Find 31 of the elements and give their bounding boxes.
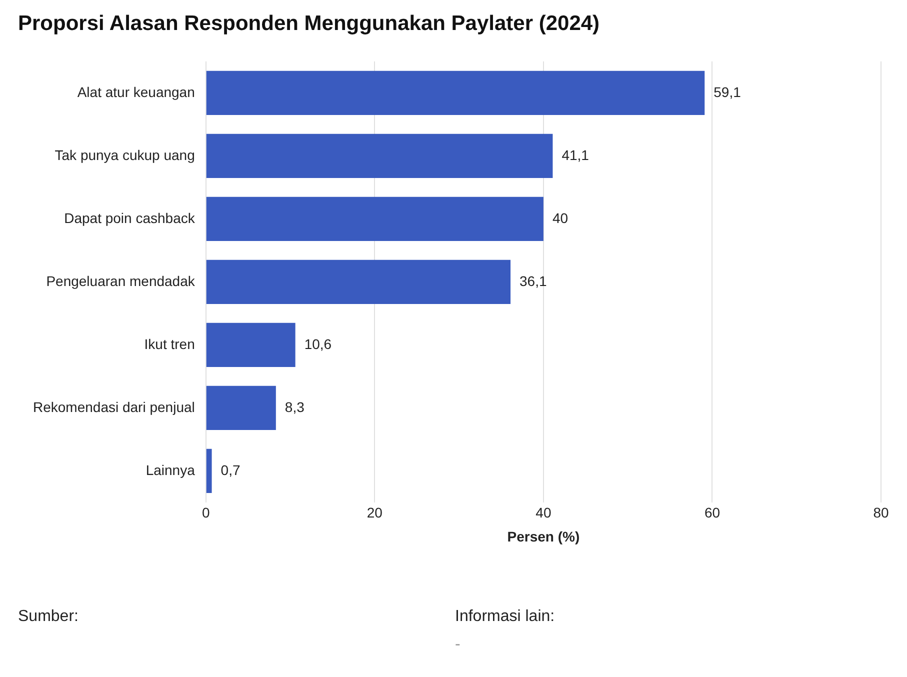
bar <box>206 196 544 241</box>
y-tick-label: Dapat poin cashback <box>64 210 196 226</box>
y-tick-label: Rekomendasi dari penjual <box>33 398 195 415</box>
bar <box>206 448 212 493</box>
x-tick-label: 0 <box>202 504 210 521</box>
data-label: 41,1 <box>562 146 590 163</box>
data-label: 0,7 <box>220 462 240 478</box>
y-tick-label: Tak punya cukup uang <box>54 146 195 163</box>
x-axis-title: Persen (%) <box>507 528 580 544</box>
data-label: 40 <box>552 210 568 226</box>
chart-title: Proporsi Alasan Responden Menggunakan Paylater (2024) <box>18 12 600 36</box>
bar <box>206 322 296 367</box>
data-label: 8,3 <box>284 398 305 415</box>
y-tick-label: Pengeluaran mendadak <box>46 272 196 289</box>
y-tick-label: Alat atur keuangan <box>77 84 195 100</box>
bar <box>206 386 276 430</box>
bar <box>206 260 511 304</box>
bar <box>206 70 705 115</box>
data-label: 10,6 <box>304 336 332 352</box>
data-label: 36,1 <box>520 272 547 289</box>
y-tick-label: Ikut tren <box>144 336 195 352</box>
text: - <box>455 636 460 654</box>
x-tick-label: 60 <box>704 504 720 521</box>
text: Informasi lain: <box>455 608 555 626</box>
x-tick-label: 40 <box>536 504 552 521</box>
bar <box>206 134 553 178</box>
x-tick-label: 80 <box>873 504 889 521</box>
y-tick-label: Lainnya <box>146 462 196 478</box>
x-tick-label: 20 <box>366 504 383 521</box>
text: Sumber: <box>18 608 78 626</box>
data-label: 59,1 <box>714 84 742 100</box>
